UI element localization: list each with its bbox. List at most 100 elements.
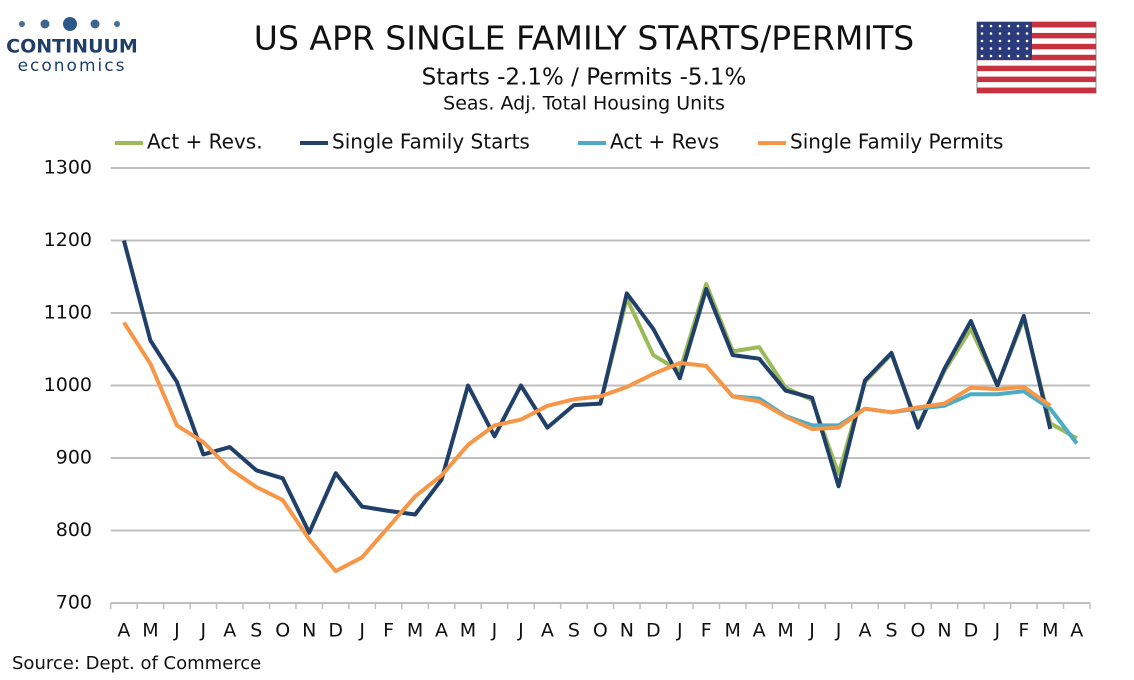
legend-label: Act + Revs <box>610 130 719 154</box>
flag-star <box>989 47 993 50</box>
x-tick-label: J <box>173 620 180 642</box>
series-line <box>122 321 1052 574</box>
x-tick-label: M <box>460 620 476 642</box>
flag-star <box>1007 47 1011 50</box>
flag-star <box>1007 39 1011 43</box>
flag-star <box>980 39 984 43</box>
x-tick-label: F <box>701 620 712 642</box>
x-tick-label: J <box>358 620 365 642</box>
logo-dot <box>19 21 25 27</box>
x-tick-label: O <box>910 620 925 642</box>
x-tick-label: A <box>117 620 130 642</box>
flag-stripe <box>977 43 1096 50</box>
flag-star <box>989 32 993 35</box>
source-note: Source: Dept. of Commerce <box>12 653 261 674</box>
flag-star <box>998 24 1002 28</box>
x-tick-label: N <box>937 620 951 642</box>
flag-star <box>1025 54 1029 58</box>
logo: CONTINUUM economics <box>6 17 138 76</box>
x-tick-label: O <box>593 620 608 642</box>
x-tick-label: M <box>407 620 423 642</box>
legend-label: Single Family Permits <box>790 130 1003 154</box>
flag-star <box>998 32 1002 35</box>
flag-star <box>998 47 1002 50</box>
y-tick-label: 700 <box>56 592 92 614</box>
logo-dot <box>90 19 100 29</box>
x-tick-label: A <box>753 620 766 642</box>
flag-stripe <box>977 65 1096 72</box>
flag <box>976 21 1097 94</box>
flag-stripe <box>977 87 1096 93</box>
flag-star <box>1016 24 1020 28</box>
flag-star <box>980 54 984 58</box>
flag-star <box>1025 39 1029 43</box>
x-tick-label: N <box>302 620 316 642</box>
x-tick-label: M <box>142 620 158 642</box>
y-tick-label: 1200 <box>44 229 92 251</box>
flag-star <box>1016 54 1020 58</box>
chart-subtitle: Starts -2.1% / Permits -5.1% <box>422 65 747 91</box>
flag-stripe <box>977 22 1096 28</box>
x-tick-label: N <box>620 620 634 642</box>
x-tick-label: J <box>517 620 524 642</box>
x-tick-label: J <box>676 620 683 642</box>
x-tick-label: O <box>275 620 290 642</box>
y-tick-label: 900 <box>56 447 92 469</box>
legend-label: Act + Revs. <box>147 130 263 154</box>
flag-stripe <box>977 54 1096 61</box>
series-line <box>121 239 1053 535</box>
logo-dot <box>114 21 120 27</box>
y-tick-label: 1000 <box>44 374 92 396</box>
flag-star <box>980 24 984 28</box>
x-tick-label: A <box>859 620 872 642</box>
y-tick-label: 1100 <box>44 302 92 324</box>
x-tick-label: S <box>568 620 580 642</box>
logo-dot <box>40 19 50 29</box>
x-tick-label: J <box>994 620 1001 642</box>
x-tick-label: A <box>541 620 554 642</box>
flag-star <box>1025 47 1029 50</box>
x-tick-label: J <box>200 620 207 642</box>
x-tick-label: M <box>1042 620 1058 642</box>
x-tick-label: A <box>1070 620 1083 642</box>
flag-star <box>1025 24 1029 28</box>
flag-star <box>1016 32 1020 35</box>
x-tick-label: J <box>835 620 842 642</box>
flag-star <box>998 39 1002 43</box>
flag-star <box>980 32 984 35</box>
flag-star <box>1007 24 1011 28</box>
flag-star <box>1016 47 1020 50</box>
y-tick-label: 800 <box>56 519 92 541</box>
flag-star <box>989 54 993 58</box>
x-tick-label: J <box>808 620 815 642</box>
flag-star <box>980 47 984 50</box>
flag-star <box>989 24 993 28</box>
x-tick-label: M <box>777 620 793 642</box>
x-tick-label: D <box>646 620 661 642</box>
legend-label: Single Family Starts <box>332 130 530 154</box>
x-tick-label: D <box>328 620 343 642</box>
flag-star <box>1007 54 1011 58</box>
logo-dot <box>63 17 77 31</box>
y-tick-label: 1300 <box>44 157 92 179</box>
x-tick-label: S <box>885 620 897 642</box>
logo-name: CONTINUUM <box>6 36 138 58</box>
flag-star <box>1016 39 1020 43</box>
x-tick-label: S <box>250 620 262 642</box>
logo-tagline: economics <box>18 56 127 76</box>
x-tick-label: F <box>1018 620 1029 642</box>
flag-canton <box>977 22 1032 60</box>
flag-star <box>1007 32 1011 35</box>
x-tick-label: F <box>383 620 394 642</box>
flag-stripe <box>977 76 1096 83</box>
x-tick-label: A <box>223 620 236 642</box>
flag-star <box>998 54 1002 58</box>
chart-subtitle: Seas. Adj. Total Housing Units <box>443 93 725 115</box>
x-tick-label: D <box>964 620 979 642</box>
chart-title: US APR SINGLE FAMILY STARTS/PERMITS <box>254 19 914 58</box>
x-tick-label: A <box>435 620 448 642</box>
x-tick-label: J <box>491 620 498 642</box>
x-tick-label: M <box>724 620 740 642</box>
flag-star <box>989 39 993 43</box>
